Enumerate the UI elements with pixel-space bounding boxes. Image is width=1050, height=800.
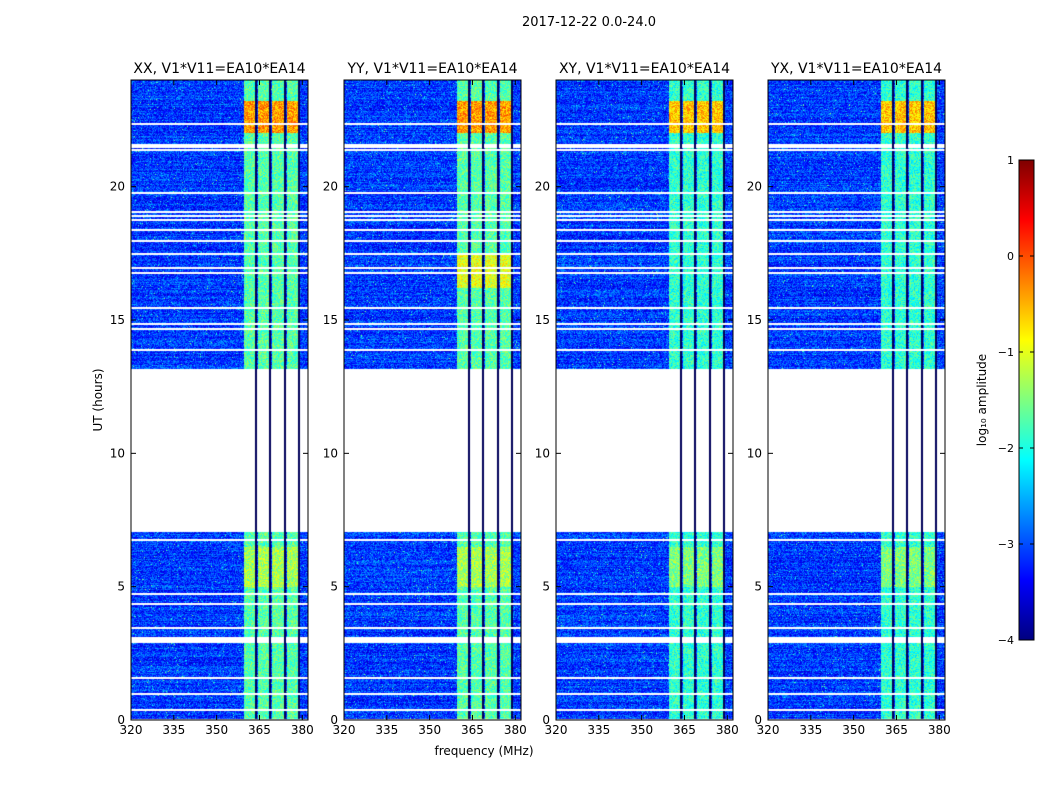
colorbar-tick-label: −2 — [998, 442, 1014, 455]
x-tick-label: 380 — [716, 723, 739, 737]
x-tick-label: 320 — [757, 723, 780, 737]
panel-xy: XY, V1*V11=EA10*EA14 320 335 350 365 380 0 5 10 1… — [535, 61, 739, 737]
x-tick-label: 350 — [418, 723, 441, 737]
axes-frame — [343, 79, 522, 721]
x-tick-label: 365 — [885, 723, 908, 737]
x-tick-label: 335 — [162, 723, 185, 737]
y-tick-label: 5 — [330, 580, 338, 594]
y-tick-label: 5 — [754, 580, 762, 594]
x-axis-label: frequency (MHz) — [434, 744, 533, 758]
colorbar-tick-label: 0 — [1007, 250, 1014, 263]
y-tick-label: 0 — [117, 713, 125, 727]
x-tick-label: 365 — [461, 723, 484, 737]
x-tick-label: 335 — [375, 723, 398, 737]
x-tick-label: 335 — [587, 723, 610, 737]
x-tick-label: 335 — [799, 723, 822, 737]
panel-yy: YY, V1*V11=EA10*EA14 320 335 350 365 380 0 5 10 1… — [323, 61, 527, 737]
y-tick-label: 10 — [323, 446, 338, 460]
x-tick-label: 380 — [504, 723, 527, 737]
y-tick-label: 15 — [747, 313, 762, 327]
colorbar-label: log₁₀ amplitude — [975, 354, 989, 446]
colorbar-tick-label: −3 — [998, 538, 1014, 551]
x-tick-label: 350 — [205, 723, 228, 737]
colorbar-tick-label: 1 — [1007, 154, 1014, 167]
y-tick-label: 0 — [330, 713, 338, 727]
colorbar-frame — [1018, 159, 1035, 641]
x-tick-label: 320 — [120, 723, 143, 737]
x-tick-label: 365 — [248, 723, 271, 737]
panel-yx: YX, V1*V11=EA10*EA14 320 335 350 365 380 0 5 10 1… — [747, 61, 951, 737]
y-tick-label: 5 — [542, 580, 550, 594]
y-tick-label: 15 — [535, 313, 550, 327]
colorbar-gradient — [1019, 160, 1034, 640]
figure-suptitle: 2017-12-22 0.0-24.0 — [522, 15, 656, 30]
panel-title: XX, V1*V11=EA10*EA14 — [133, 61, 305, 77]
y-tick-label: 20 — [535, 180, 550, 194]
y-tick-label: 15 — [110, 313, 125, 327]
spectrogram-image — [344, 80, 521, 720]
y-tick-label: 0 — [754, 713, 762, 727]
y-tick-label: 20 — [110, 180, 125, 194]
spectrogram-image — [768, 80, 945, 720]
axes-frame — [130, 79, 309, 721]
y-tick-label: 10 — [110, 446, 125, 460]
panel-title: YX, V1*V11=EA10*EA14 — [770, 61, 942, 77]
x-tick-label: 380 — [928, 723, 951, 737]
spectrogram-image — [556, 80, 733, 720]
y-tick-label: 10 — [747, 446, 762, 460]
panel-xx: XX, V1*V11=EA10*EA14 320 335 350 365 380 0 5 10 1… — [110, 61, 314, 737]
y-axis-label: UT (hours) — [91, 368, 105, 431]
y-tick-label: 10 — [535, 446, 550, 460]
axes-frame — [555, 79, 734, 721]
x-tick-label: 365 — [673, 723, 696, 737]
y-tick-label: 20 — [323, 180, 338, 194]
panel-group: XX, V1*V11=EA10*EA14 320 335 350 365 380 0 5 10 1… — [110, 61, 951, 737]
y-tick-label: 20 — [747, 180, 762, 194]
panel-title: XY, V1*V11=EA10*EA14 — [559, 61, 730, 77]
x-tick-label: 320 — [333, 723, 356, 737]
axes-frame — [767, 79, 946, 721]
colorbar-tick-label: −4 — [998, 634, 1014, 647]
panel-title: YY, V1*V11=EA10*EA14 — [346, 61, 517, 77]
x-tick-label: 350 — [630, 723, 653, 737]
spectrogram-image — [131, 80, 308, 720]
x-tick-label: 350 — [842, 723, 865, 737]
colorbar: 1 0 −1 −2 −3 −4 — [998, 154, 1035, 647]
y-tick-label: 5 — [117, 580, 125, 594]
x-tick-label: 320 — [545, 723, 568, 737]
colorbar-tick-label: −1 — [998, 346, 1014, 359]
y-tick-label: 15 — [323, 313, 338, 327]
y-tick-label: 0 — [542, 713, 550, 727]
x-tick-label: 380 — [291, 723, 314, 737]
